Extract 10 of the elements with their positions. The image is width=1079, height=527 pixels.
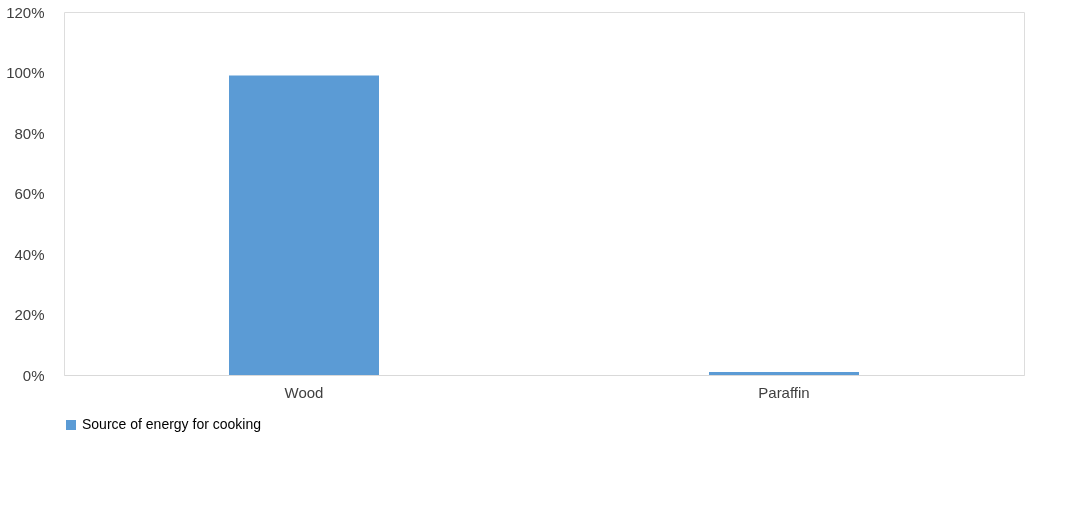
x-tick-label: Wood xyxy=(284,383,324,401)
legend-label: Source of energy for cooking xyxy=(82,416,261,432)
y-tick-label: 40% xyxy=(14,245,45,263)
x-tick-label: Paraffin xyxy=(758,383,810,401)
y-tick-label: 120% xyxy=(6,3,45,21)
y-tick-label: 100% xyxy=(6,64,45,81)
y-tick-label: 60% xyxy=(14,185,45,202)
y-tick-label: 80% xyxy=(14,124,45,142)
y-tick-label: 0% xyxy=(22,366,45,384)
y-tick-label: 20% xyxy=(14,306,45,323)
